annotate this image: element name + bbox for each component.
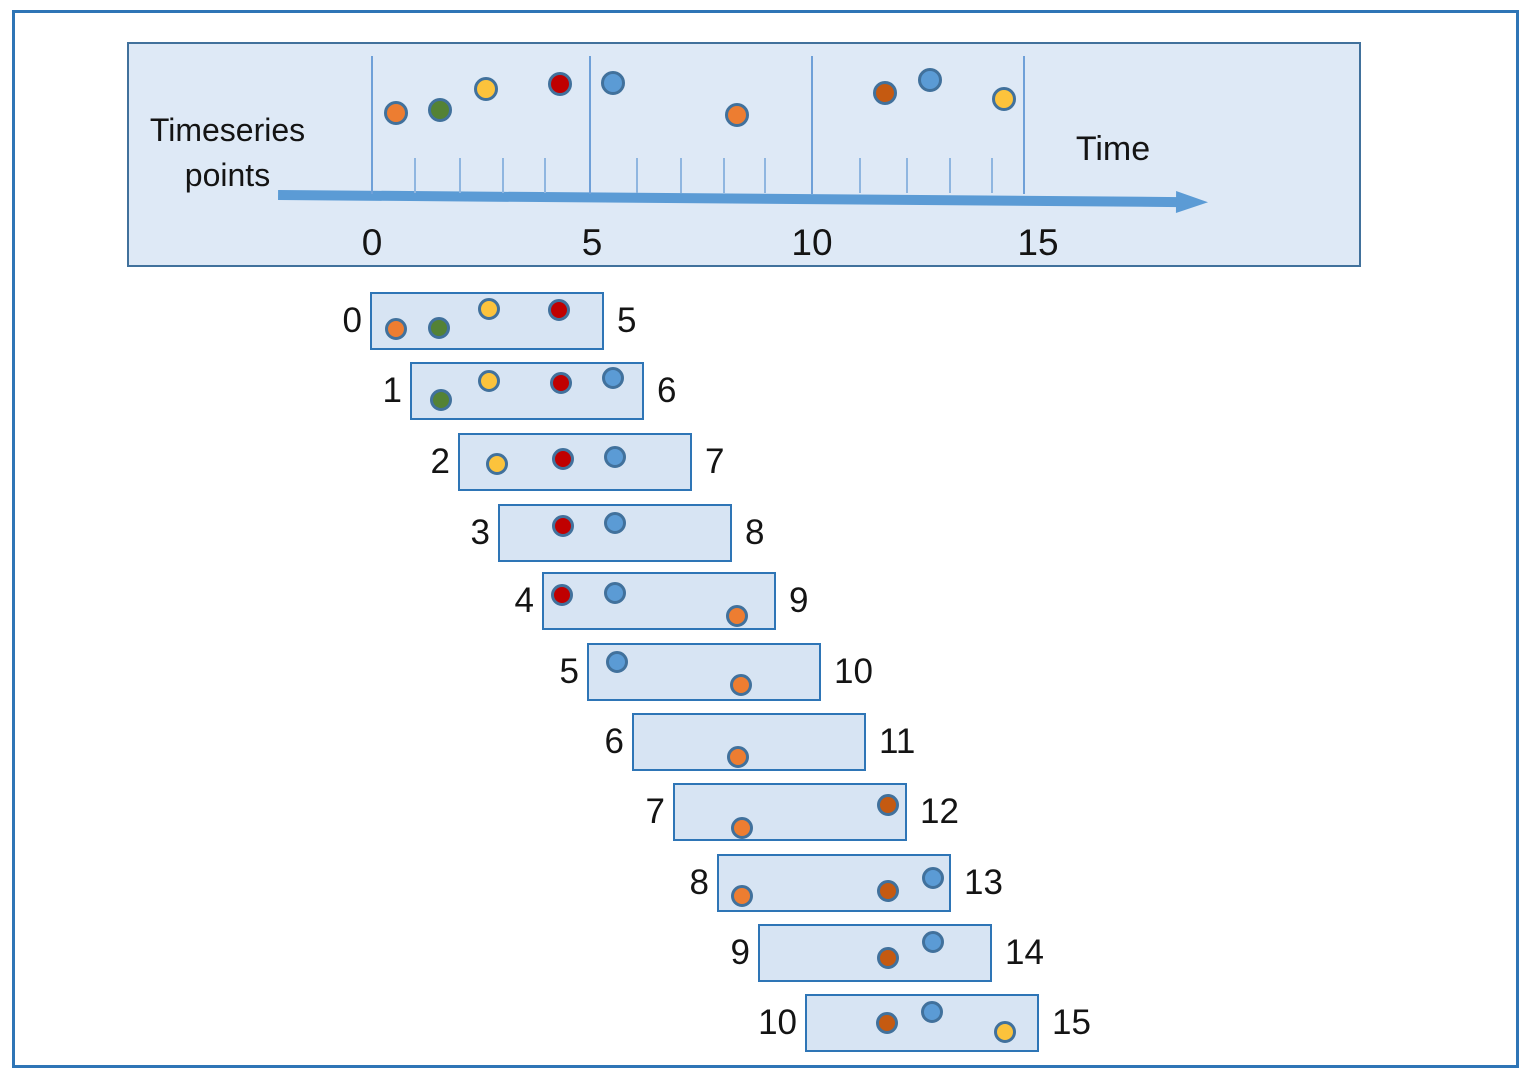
axis-minor-tick <box>949 158 951 193</box>
window-point-green <box>428 317 450 339</box>
window-point-blue <box>602 367 624 389</box>
window-point-orange <box>385 318 407 340</box>
window-point-orange <box>731 817 753 839</box>
timeseries-label-line1: Timeseries <box>149 112 306 148</box>
time-axis-arrowhead-icon <box>1175 191 1209 214</box>
timeline-point-red <box>548 72 572 96</box>
window-point-brown <box>876 1012 898 1034</box>
window-point-red <box>552 515 574 537</box>
window-end-label: 7 <box>705 442 725 481</box>
axis-major-tick <box>1023 56 1025 194</box>
window-start-label: 4 <box>514 581 534 620</box>
axis-minor-tick <box>502 158 504 193</box>
axis-tick-label: 10 <box>791 222 833 263</box>
timeline-point-blue <box>601 71 625 95</box>
axis-major-tick <box>811 56 813 194</box>
timeline-point-orange <box>725 103 749 127</box>
axis-tick-label: 5 <box>581 222 603 263</box>
axis-minor-tick <box>414 158 416 193</box>
window-end-label: 8 <box>745 513 765 552</box>
window-point-yellow <box>994 1021 1016 1043</box>
window-end-label: 6 <box>657 371 677 410</box>
window-start-label: 6 <box>604 722 624 761</box>
timeline-point-brown <box>873 81 897 105</box>
axis-minor-tick <box>906 158 908 193</box>
window-start-label: 10 <box>758 1003 797 1042</box>
window-start-label: 2 <box>430 442 450 481</box>
axis-minor-tick <box>459 158 461 193</box>
window-start-label: 0 <box>342 301 362 340</box>
timeline-panel <box>127 42 1361 267</box>
window-box <box>673 783 907 841</box>
window-box <box>632 713 866 771</box>
window-point-blue <box>921 1001 943 1023</box>
axis-tick-label: 15 <box>1017 222 1059 263</box>
window-point-brown <box>877 947 899 969</box>
window-box <box>717 854 951 912</box>
axis-minor-tick <box>859 158 861 193</box>
window-point-green <box>430 389 452 411</box>
window-end-label: 12 <box>920 792 959 831</box>
timeseries-label-line2: points <box>184 157 271 193</box>
window-point-yellow <box>478 370 500 392</box>
window-point-blue <box>604 446 626 468</box>
window-end-label: 5 <box>617 301 637 340</box>
window-point-blue <box>922 931 944 953</box>
axis-tick-label: 0 <box>361 222 383 263</box>
timeline-point-blue <box>918 68 942 92</box>
window-end-label: 15 <box>1052 1003 1091 1042</box>
window-point-blue <box>922 867 944 889</box>
window-end-label: 11 <box>879 722 916 761</box>
axis-minor-tick <box>764 158 766 193</box>
window-point-yellow <box>478 298 500 320</box>
time-axis-label: Time <box>1075 130 1151 168</box>
window-point-red <box>552 448 574 470</box>
timeline-point-green <box>428 98 452 122</box>
timeline-point-orange <box>384 101 408 125</box>
window-box <box>587 643 821 701</box>
window-point-brown <box>877 794 899 816</box>
window-point-orange <box>727 746 749 768</box>
axis-minor-tick <box>680 158 682 193</box>
window-end-label: 9 <box>789 581 809 620</box>
window-start-label: 5 <box>559 652 579 691</box>
window-point-orange <box>726 605 748 627</box>
window-start-label: 7 <box>645 792 665 831</box>
window-start-label: 3 <box>470 513 490 552</box>
window-box <box>758 924 992 982</box>
axis-major-tick <box>589 56 591 194</box>
window-start-label: 1 <box>382 371 402 410</box>
window-end-label: 14 <box>1005 933 1044 972</box>
timeline-point-yellow <box>474 77 498 101</box>
window-point-yellow <box>486 453 508 475</box>
window-end-label: 10 <box>834 652 873 691</box>
window-end-label: 13 <box>964 863 1003 902</box>
window-point-red <box>551 584 573 606</box>
window-point-red <box>550 372 572 394</box>
window-point-brown <box>877 880 899 902</box>
timeline-point-yellow <box>992 87 1016 111</box>
window-point-orange <box>731 885 753 907</box>
window-point-blue <box>604 512 626 534</box>
timeseries-points-label: Timeseries points <box>130 108 325 198</box>
axis-minor-tick <box>636 158 638 193</box>
window-point-orange <box>730 674 752 696</box>
window-start-label: 9 <box>730 933 750 972</box>
window-point-blue <box>604 582 626 604</box>
axis-minor-tick <box>544 158 546 193</box>
axis-minor-tick <box>723 158 725 193</box>
window-point-red <box>548 299 570 321</box>
axis-minor-tick <box>991 158 993 193</box>
axis-major-tick <box>371 56 373 194</box>
window-point-blue <box>606 651 628 673</box>
window-start-label: 8 <box>689 863 709 902</box>
